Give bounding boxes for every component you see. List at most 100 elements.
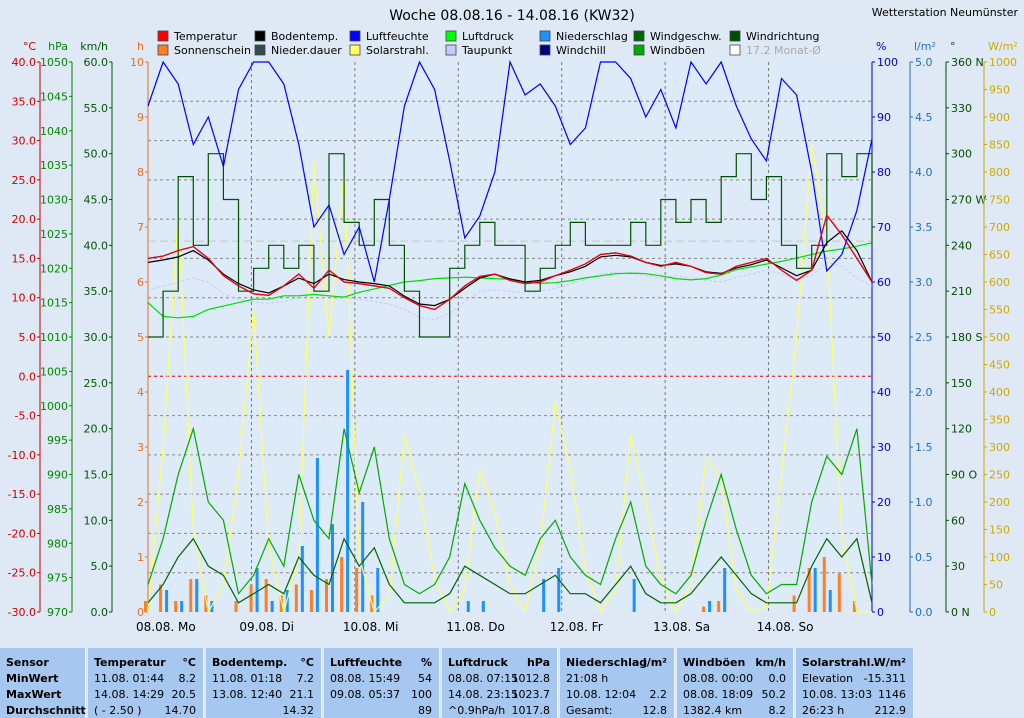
axis-tick-label: 150 <box>951 377 972 390</box>
stats-header: Luftdruck <box>448 656 508 669</box>
bar-sunshine <box>340 557 344 612</box>
axis-tick-label: 450 <box>989 359 1010 372</box>
stats-cell-value: 7.2 <box>296 672 315 685</box>
axis-tick-label: 35.0 <box>84 285 109 298</box>
axis-tick-label: 10.0 <box>12 292 37 305</box>
series-line-Luftfeuchte <box>147 59 873 283</box>
axis-tick-label: 330 <box>951 102 972 115</box>
axis-tick-label: 1015 <box>40 297 68 310</box>
stats-column: Luftdruck hPa 08.08. 07:15 1012.8 14.08. 23:… <box>442 648 558 718</box>
legend-swatch <box>729 30 741 42</box>
x-axis-label: 12.08. Fr <box>550 620 603 634</box>
axis-unit-label: hPa <box>48 40 68 53</box>
axis-tick-label: 20.0 <box>84 423 109 436</box>
axis-tick-label: 1 <box>137 551 144 564</box>
stats-column: Sensor MinWert MaxWert Durchschnitt <box>0 648 86 718</box>
bar-sunshine <box>325 579 328 612</box>
x-axis-label: 08.08. Mo <box>136 620 196 634</box>
axis-tick-label: 90 <box>877 111 891 124</box>
axis-tick-label: 950 <box>989 84 1010 97</box>
axis-tick-label: 15.0 <box>84 469 109 482</box>
legend-swatch <box>729 44 741 56</box>
axis-tick-label: 5.0 <box>19 331 37 344</box>
bar-sunshine <box>294 584 298 612</box>
axis-tick-label: 200 <box>989 496 1010 509</box>
legend: Temperatur Bodentemp. Luftfeuchte Luftdruck… <box>157 30 821 57</box>
bar-sunshine <box>792 595 796 612</box>
axis-tick-label: 0.0 <box>91 606 109 619</box>
stats-cell-info: 08.08. 18:09 <box>683 688 754 701</box>
bar-rain <box>331 524 334 612</box>
stats-cell-value: 1017.8 <box>511 704 551 717</box>
series-line-Bodentemp. <box>147 230 873 307</box>
stats-header: Sensor <box>6 656 49 669</box>
axis-tick-label: 500 <box>989 331 1010 344</box>
x-axis-label: 10.08. Mi <box>343 620 399 634</box>
stats-row-label: MaxWert <box>6 688 62 701</box>
axis-tick-label: -20.0 <box>8 527 36 540</box>
stats-cell-value: 54 <box>418 672 432 685</box>
stats-cell-info: 13.08. 12:40 <box>212 688 283 701</box>
bar-rain <box>361 502 365 612</box>
axis-tick-label: 25.0 <box>84 377 109 390</box>
stats-cell-info: 14.08. 14:29 <box>94 688 165 701</box>
bar-rain <box>723 568 727 612</box>
axis-tick-label: 6 <box>137 276 144 289</box>
axis-tick-label: 3.5 <box>915 221 933 234</box>
axis-tick-label: 900 <box>989 111 1010 124</box>
stats-column: Windböen km/h 08.08. 00:00 0.0 08.08. 18:09 5… <box>677 648 794 718</box>
axis-tick-label: 50 <box>989 579 1003 592</box>
x-axis-label: 11.08. Do <box>446 620 505 634</box>
bar-rain <box>270 601 274 612</box>
axis-tick-label: 0 N <box>951 606 970 619</box>
legend-label: Nieder.dauer <box>271 44 342 57</box>
stats-unit: % <box>420 656 432 669</box>
axis-tick-label: 50.0 <box>84 148 109 161</box>
bar-sunshine <box>279 595 283 612</box>
axis-tick-label: 45.0 <box>84 194 109 207</box>
axis-tick-label: 980 <box>47 537 68 550</box>
weather-chart: Woche 08.08.16 - 14.08.16 (KW32) Wetters… <box>8 6 1019 634</box>
axis-tick-label: 9 <box>137 111 144 124</box>
bar-rain <box>708 601 712 612</box>
stats-cell-info: 09.08. 05:37 <box>330 688 401 701</box>
stats-cell-value: 8.2 <box>178 672 197 685</box>
x-axis-labels: 08.08. Mo 09.08. Di 10.08. Mi 11.08. Do 12.0… <box>136 620 814 634</box>
axis-tick-label: 650 <box>989 249 1010 262</box>
axis-tick-label: 990 <box>47 469 68 482</box>
bars <box>144 370 856 612</box>
axis-tick-label: -5.0 <box>15 410 36 423</box>
stats-table: Sensor MinWert MaxWert Durchschnitt Temperat… <box>0 648 1024 718</box>
stats-cell-info: Gesamt: <box>566 704 613 717</box>
axis-tick-label: 850 <box>989 139 1010 152</box>
stats-column: Solarstrahl. W/m² Elevation -15.311 10.08. 1… <box>796 648 914 718</box>
stats-unit: km/h <box>755 656 786 669</box>
stats-unit: °C <box>300 656 314 669</box>
axis-tick-label: 700 <box>989 221 1010 234</box>
axis-tick-label: 300 <box>989 441 1010 454</box>
axis-tick-label: 1020 <box>40 262 68 275</box>
axis-unit-label: km/h <box>80 40 108 53</box>
bar-sunshine <box>309 590 313 612</box>
axis-tick-label: 550 <box>989 304 1010 317</box>
axis-tick-label: 20 <box>877 496 891 509</box>
stats-unit: l/m² <box>642 656 667 669</box>
x-axis-label: 14.08. So <box>757 620 814 634</box>
axis-tick-label: 0 <box>989 606 996 619</box>
stats-unit: W/m² <box>873 656 906 669</box>
legend-label: Windrichtung <box>746 30 819 43</box>
axis-tick-label: 50 <box>877 331 891 344</box>
axis-tick-label: 1025 <box>40 228 68 241</box>
bar-sunshine <box>837 573 841 612</box>
stats-cell-value: 50.2 <box>761 688 787 701</box>
stats-row-label: Durchschnitt <box>6 704 86 717</box>
axis-tick-label: 3.0 <box>915 276 933 289</box>
axis-tick-label: 0 <box>137 606 144 619</box>
stats-unit: °C <box>182 656 196 669</box>
axis-tick-label: 60 <box>951 514 965 527</box>
axis-unit-label: °C <box>23 40 37 53</box>
axis-tick-label: 1.0 <box>915 496 933 509</box>
stats-cell-info: 1382.4 km <box>683 704 743 717</box>
axis-tick-label: 120 <box>951 423 972 436</box>
axis-tick-label: 995 <box>47 434 68 447</box>
